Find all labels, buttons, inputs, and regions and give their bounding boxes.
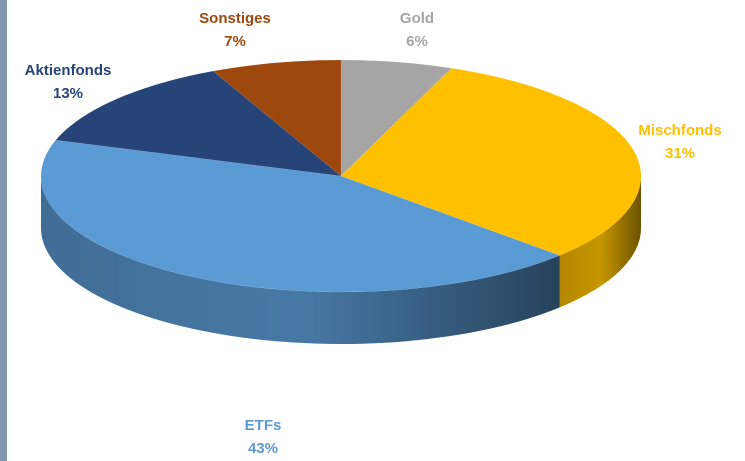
label-sonstiges-name: Sonstiges xyxy=(199,10,271,27)
pie-side-shade-mischfonds xyxy=(559,176,641,308)
pie-slice-etfs xyxy=(40,139,561,293)
label-aktienfonds-value: 13% xyxy=(53,85,83,102)
pie-sides xyxy=(41,176,641,344)
label-etfs-value: 43% xyxy=(248,440,278,457)
pie-slice-gold xyxy=(340,59,452,177)
label-gold-value: 6% xyxy=(406,33,428,50)
left-border xyxy=(0,0,7,461)
label-etfs-name: ETFs xyxy=(245,417,282,434)
pie-side-shade-etfs xyxy=(41,176,560,344)
label-mischfonds-value: 31% xyxy=(665,145,695,162)
label-aktienfonds-name: Aktienfonds xyxy=(25,62,112,79)
pie-labels: Gold 6% Mischfonds 31% ETFs 43% Aktienfonds 13%… xyxy=(25,10,722,457)
label-gold-name: Gold xyxy=(400,10,434,27)
label-mischfonds-name: Mischfonds xyxy=(638,122,721,139)
pie-tops xyxy=(40,59,642,293)
pie-slice-aktienfonds xyxy=(55,70,342,177)
pie-slice-sonstiges xyxy=(212,59,342,177)
label-sonstiges-value: 7% xyxy=(224,33,246,50)
pie-slice-mischfonds xyxy=(340,67,642,256)
